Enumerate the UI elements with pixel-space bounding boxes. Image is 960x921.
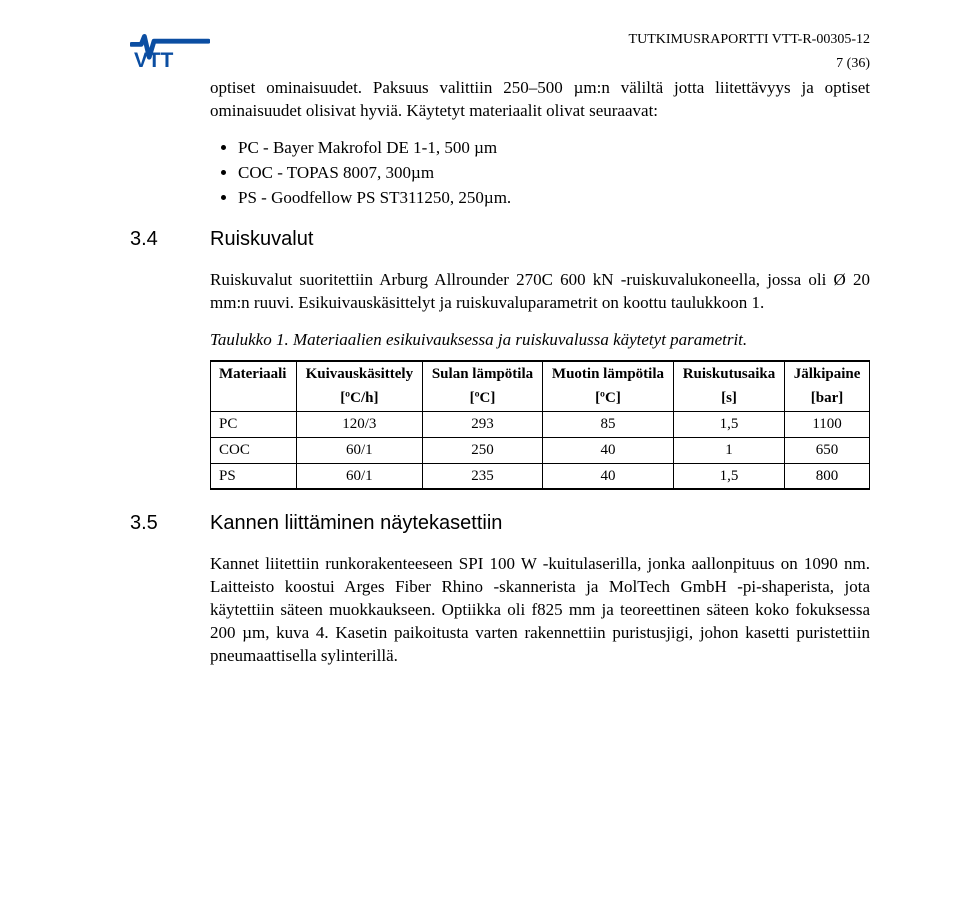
header-text: TUTKIMUSRAPORTTI VTT-R-00305-12 7 (36) [629, 30, 870, 73]
col-unit: [ºC] [423, 386, 543, 411]
table-cell: 40 [542, 463, 673, 489]
table-cell: 60/1 [296, 437, 422, 463]
table-caption: Taulukko 1. Materiaalien esikuivauksessa… [210, 329, 870, 352]
report-id: TUTKIMUSRAPORTTI VTT-R-00305-12 [629, 30, 870, 50]
list-item: PS - Goodfellow PS ST311250, 250µm. [238, 187, 870, 210]
col-header: Materiaali [211, 361, 297, 387]
table-row: PS 60/1 235 40 1,5 800 [211, 463, 870, 489]
col-header: Muotin lämpötila [542, 361, 673, 387]
col-unit [211, 386, 297, 411]
svg-text:VTT: VTT [134, 49, 174, 70]
parameters-table: Materiaali Kuivauskäsittely Sulan lämpöt… [210, 360, 870, 491]
section-3-4-paragraph: Ruiskuvalut suoritettiin Arburg Allround… [210, 269, 870, 315]
table-cell: 1100 [785, 412, 870, 438]
table-header-row-2: [ºC/h] [ºC] [ºC] [s] [bar] [211, 386, 870, 411]
col-unit: [s] [673, 386, 784, 411]
document-page: VTT TUTKIMUSRAPORTTI VTT-R-00305-12 7 (3… [0, 0, 960, 921]
col-header: Sulan lämpötila [423, 361, 543, 387]
intro-paragraph: optiset ominaisuudet. Paksuus valittiin … [210, 77, 870, 123]
vtt-logo: VTT [130, 30, 210, 70]
table-cell: 85 [542, 412, 673, 438]
section-number: 3.5 [130, 510, 210, 537]
material-list: PC - Bayer Makrofol DE 1-1, 500 µm COC -… [210, 137, 870, 210]
col-header: Kuivauskäsittely [296, 361, 422, 387]
table-cell: 40 [542, 437, 673, 463]
list-item: COC - TOPAS 8007, 300µm [238, 162, 870, 185]
table-cell: 120/3 [296, 412, 422, 438]
col-header: Jälkipaine [785, 361, 870, 387]
table-cell: 650 [785, 437, 870, 463]
table-cell: 1,5 [673, 412, 784, 438]
table-cell: 1 [673, 437, 784, 463]
table-cell: 800 [785, 463, 870, 489]
table-cell: 293 [423, 412, 543, 438]
table-cell: PS [211, 463, 297, 489]
section-3-5-paragraph: Kannet liitettiin runkorakenteeseen SPI … [210, 553, 870, 668]
table-cell: PC [211, 412, 297, 438]
list-item: PC - Bayer Makrofol DE 1-1, 500 µm [238, 137, 870, 160]
page-header: VTT TUTKIMUSRAPORTTI VTT-R-00305-12 7 (3… [130, 30, 870, 73]
table-row: COC 60/1 250 40 1 650 [211, 437, 870, 463]
content-area: optiset ominaisuudet. Paksuus valittiin … [210, 77, 870, 668]
table-row: PC 120/3 293 85 1,5 1100 [211, 412, 870, 438]
table-cell: COC [211, 437, 297, 463]
section-title: Ruiskuvalut [210, 226, 313, 253]
col-unit: [ºC/h] [296, 386, 422, 411]
page-number: 7 (36) [629, 54, 870, 74]
col-header: Ruiskutusaika [673, 361, 784, 387]
table-cell: 235 [423, 463, 543, 489]
table-header-row-1: Materiaali Kuivauskäsittely Sulan lämpöt… [211, 361, 870, 387]
col-unit: [ºC] [542, 386, 673, 411]
section-title: Kannen liittäminen näytekasettiin [210, 510, 502, 537]
table-cell: 250 [423, 437, 543, 463]
section-3-4-heading: 3.4 Ruiskuvalut [130, 226, 870, 253]
section-number: 3.4 [130, 226, 210, 253]
section-3-5-heading: 3.5 Kannen liittäminen näytekasettiin [130, 510, 870, 537]
table-cell: 60/1 [296, 463, 422, 489]
col-unit: [bar] [785, 386, 870, 411]
table-cell: 1,5 [673, 463, 784, 489]
